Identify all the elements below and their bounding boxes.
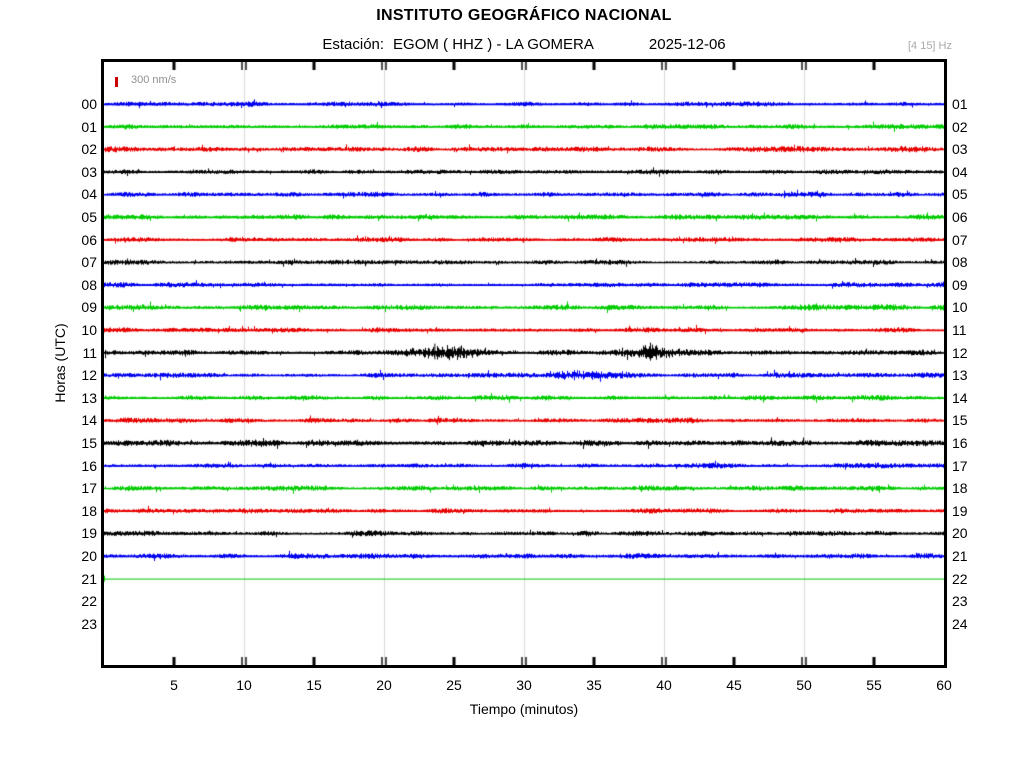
- x-tick-label-55: 55: [866, 677, 882, 693]
- hour-label-left-06: 06: [81, 232, 97, 248]
- hour-label-right-22: 22: [952, 571, 968, 587]
- station-value: EGOM ( HHZ ) - LA GOMERA: [393, 36, 594, 53]
- hour-label-left-03: 03: [81, 164, 97, 180]
- scale-marker-bar: [115, 77, 118, 87]
- hour-label-right-09: 09: [952, 277, 968, 293]
- hour-label-left-02: 02: [81, 141, 97, 157]
- hour-label-right-06: 06: [952, 209, 968, 225]
- hour-label-right-18: 18: [952, 480, 968, 496]
- x-tick-label-5: 5: [170, 677, 178, 693]
- hour-label-right-20: 20: [952, 525, 968, 541]
- x-tick-label-20: 20: [376, 677, 392, 693]
- hour-label-right-11: 11: [952, 322, 967, 338]
- hour-label-right-17: 17: [952, 458, 968, 474]
- hour-label-left-15: 15: [81, 435, 97, 451]
- hour-label-right-02: 02: [952, 119, 968, 135]
- hour-label-left-21: 21: [81, 571, 97, 587]
- hour-label-right-23: 23: [952, 593, 968, 609]
- date-label: 2025-12-06: [648, 36, 726, 53]
- x-tick-label-10: 10: [236, 677, 252, 693]
- hour-label-left-01: 01: [81, 119, 97, 135]
- traces-canvas: [104, 62, 944, 665]
- hour-label-right-07: 07: [952, 232, 968, 248]
- x-tick-label-25: 25: [446, 677, 462, 693]
- hour-label-left-07: 07: [81, 254, 97, 270]
- hour-label-right-12: 12: [952, 345, 968, 361]
- hour-label-right-05: 05: [952, 186, 968, 202]
- hour-label-right-01: 01: [952, 96, 968, 112]
- hour-label-left-12: 12: [81, 367, 97, 383]
- hour-label-left-14: 14: [81, 412, 97, 428]
- hour-label-right-21: 21: [952, 548, 968, 564]
- hour-label-left-16: 16: [81, 458, 97, 474]
- x-tick-label-60: 60: [936, 677, 952, 693]
- hour-label-right-14: 14: [952, 390, 968, 406]
- x-tick-label-30: 30: [516, 677, 532, 693]
- hour-label-left-22: 22: [81, 593, 97, 609]
- hour-label-left-08: 08: [81, 277, 97, 293]
- x-tick-label-50: 50: [796, 677, 812, 693]
- hour-label-left-18: 18: [81, 503, 97, 519]
- hour-label-left-20: 20: [81, 548, 97, 564]
- hour-label-left-13: 13: [81, 390, 97, 406]
- hour-label-right-08: 08: [952, 254, 968, 270]
- x-axis-title: Tiempo (minutos): [469, 701, 579, 717]
- hour-label-right-03: 03: [952, 141, 968, 157]
- hour-label-right-19: 19: [952, 503, 968, 519]
- page-title: INSTITUTO GEOGRÁFICO NACIONAL: [376, 7, 672, 24]
- filter-band-label: [4 15] Hz: [907, 40, 952, 52]
- x-tick-label-35: 35: [586, 677, 602, 693]
- hour-label-left-17: 17: [81, 480, 97, 496]
- hour-label-left-04: 04: [81, 186, 97, 202]
- x-tick-label-40: 40: [656, 677, 672, 693]
- hour-label-left-09: 09: [81, 299, 97, 315]
- plot-frame: 300 nm/s: [101, 59, 947, 668]
- subtitle-row: Estación: EGOM ( HHZ ) - LA GOMERA 2025-1…: [101, 36, 947, 53]
- hour-label-left-10: 10: [81, 322, 97, 338]
- station-line: Estación: EGOM ( HHZ ) - LA GOMERA: [322, 36, 594, 53]
- hour-label-left-11: 11: [82, 345, 97, 361]
- hour-label-right-13: 13: [952, 367, 968, 383]
- hour-label-left-05: 05: [81, 209, 97, 225]
- scale-marker-label: 300 nm/s: [131, 74, 177, 86]
- hour-label-right-04: 04: [952, 164, 968, 180]
- hour-label-left-23: 23: [81, 616, 97, 632]
- x-tick-label-45: 45: [726, 677, 742, 693]
- hour-label-left-19: 19: [81, 525, 97, 541]
- hour-label-right-16: 16: [952, 435, 968, 451]
- x-tick-label-15: 15: [306, 677, 322, 693]
- station-label: Estación:: [322, 36, 385, 53]
- hour-label-right-24: 24: [952, 616, 968, 632]
- hour-label-left-00: 00: [81, 96, 97, 112]
- y-axis-title: Horas (UTC): [52, 323, 68, 403]
- hour-label-right-15: 15: [952, 412, 968, 428]
- hour-label-right-10: 10: [952, 299, 968, 315]
